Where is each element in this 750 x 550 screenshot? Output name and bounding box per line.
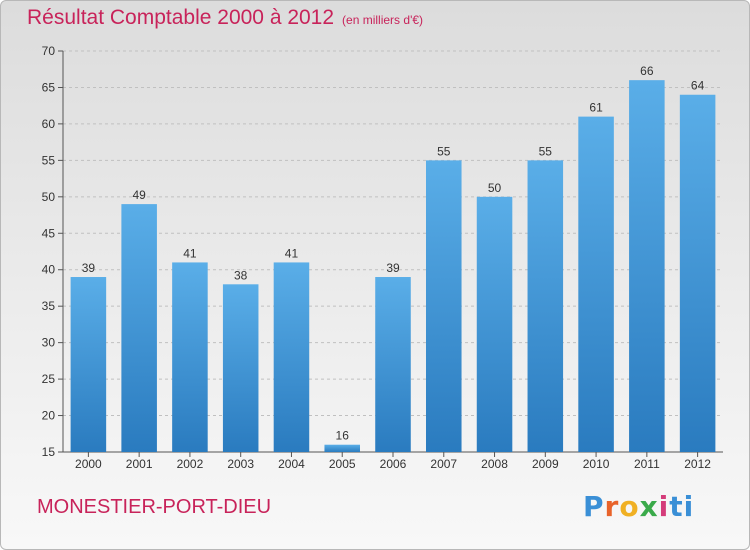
bar-2010: [578, 116, 614, 453]
y-tick-label: 70: [42, 44, 56, 58]
logo-letter: x: [639, 490, 659, 523]
y-tick-label: 20: [42, 409, 56, 423]
proxiti-logo: Proxiti: [583, 490, 694, 523]
bar-2002: [172, 262, 208, 452]
data-label-2000: 39: [82, 261, 96, 275]
chart-unit: (en milliers d'€): [342, 13, 424, 27]
y-tick-label: 30: [42, 336, 56, 350]
data-label-2011: 66: [640, 64, 654, 78]
bar-2008: [476, 196, 513, 452]
chart-title-text: Résultat Comptable 2000 à 2012: [27, 6, 335, 29]
bar-2003: [222, 284, 259, 452]
labels: 15 20 25 30 35 40 45 50 55 60 65 70 39 2000 49 2001 41 20…: [42, 44, 712, 471]
bar-2001: [121, 204, 157, 452]
bar-2011: [629, 80, 665, 452]
y-tick-label: 35: [42, 299, 56, 313]
bar-2004: [273, 262, 310, 452]
x-tick-label-2003: 2003: [227, 457, 254, 471]
bar-2007: [426, 160, 462, 452]
x-tick-label-2000: 2000: [75, 457, 102, 471]
x-tick-label-2001: 2001: [126, 457, 153, 471]
bar-2006: [375, 277, 411, 452]
x-tick-label-2002: 2002: [177, 457, 204, 471]
x-tick-label-2009: 2009: [532, 457, 559, 471]
bars: [70, 80, 716, 453]
x-tick-label-2004: 2004: [278, 457, 305, 471]
x-tick-label-2005: 2005: [329, 457, 356, 471]
y-tick-label: 65: [42, 80, 56, 94]
bar-2009: [527, 160, 564, 452]
chart-title: Résultat Comptable 2000 à 2012 (en millie…: [27, 6, 423, 30]
y-tick-label: 45: [42, 226, 56, 240]
y-tick-label: 60: [42, 117, 56, 131]
bar-2012: [679, 94, 716, 452]
logo-letter: o: [619, 490, 640, 523]
data-label-2012: 64: [691, 79, 705, 93]
data-label-2010: 61: [589, 101, 603, 115]
bar-2005: [324, 444, 360, 452]
data-label-2008: 50: [488, 181, 502, 195]
x-tick-label-2010: 2010: [583, 457, 610, 471]
logo-letter: r: [604, 490, 620, 523]
x-tick-label-2008: 2008: [481, 457, 508, 471]
logo-letter: ti: [669, 490, 695, 523]
y-tick-label: 55: [42, 153, 56, 167]
y-tick-label: 25: [42, 372, 56, 386]
x-tick-label-2012: 2012: [684, 457, 711, 471]
x-tick-label-2011: 2011: [634, 457, 660, 471]
data-label-2006: 39: [386, 261, 400, 275]
y-tick-label: 50: [42, 190, 56, 204]
data-label-2001: 49: [132, 188, 146, 202]
y-tick-label: 15: [42, 445, 56, 459]
x-tick-label-2007: 2007: [430, 457, 457, 471]
data-label-2007: 55: [437, 144, 451, 158]
logo-letter: i: [658, 490, 670, 523]
data-label-2005: 16: [336, 429, 350, 443]
logo-letter: P: [583, 490, 605, 523]
commune-name: MONESTIER-PORT-DIEU: [37, 496, 272, 518]
bar-2000: [70, 277, 107, 452]
data-label-2009: 55: [539, 144, 553, 158]
data-label-2002: 41: [183, 246, 197, 260]
y-tick-label: 40: [42, 263, 56, 277]
data-label-2003: 38: [234, 268, 248, 282]
data-label-2004: 41: [285, 246, 299, 260]
x-tick-label-2006: 2006: [380, 457, 407, 471]
